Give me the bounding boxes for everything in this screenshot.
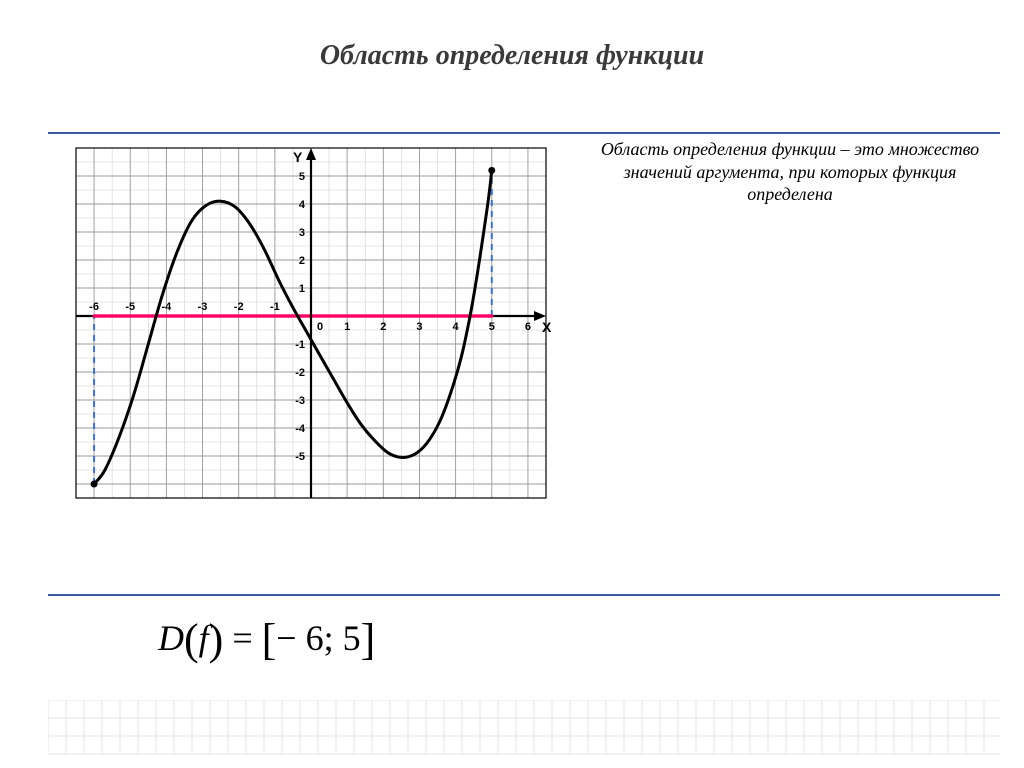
formula-hi: 5 — [343, 618, 361, 658]
svg-text:0: 0 — [317, 321, 323, 333]
formula-rbr: ] — [361, 615, 376, 664]
svg-text:5: 5 — [489, 321, 495, 333]
svg-text:2: 2 — [299, 255, 305, 267]
svg-text:-3: -3 — [198, 301, 208, 313]
svg-text:-3: -3 — [295, 395, 305, 407]
svg-text:1: 1 — [344, 321, 350, 333]
formula-close: ) — [209, 615, 224, 664]
svg-text:X: X — [542, 319, 552, 335]
svg-text:3: 3 — [416, 321, 422, 333]
formula-f: f — [199, 618, 209, 658]
svg-text:-1: -1 — [270, 301, 280, 313]
svg-text:6: 6 — [525, 321, 531, 333]
formula-eq: = — [223, 618, 261, 658]
formula-open: ( — [184, 615, 199, 664]
svg-text:-2: -2 — [295, 367, 305, 379]
svg-text:-4: -4 — [295, 423, 306, 435]
formula-sep: ; — [324, 618, 343, 658]
svg-text:3: 3 — [299, 227, 305, 239]
svg-text:4: 4 — [453, 321, 460, 333]
svg-text:2: 2 — [380, 321, 386, 333]
definition-text: Область определения функции – это множес… — [580, 138, 1000, 206]
svg-text:-5: -5 — [295, 451, 305, 463]
svg-text:4: 4 — [299, 199, 306, 211]
svg-text:-1: -1 — [295, 339, 305, 351]
bottom-faint-grid — [48, 700, 1000, 756]
svg-text:1: 1 — [299, 283, 305, 295]
function-chart: -6 -5 -4 -3 -2 -1 0 1 2 3 4 5 6 -5 -4 -3 -2 -1 1 2 3 4 5 Y X — [58, 138, 558, 508]
domain-formula: D(f) = [− 6; 5] — [158, 610, 375, 661]
svg-text:-4: -4 — [161, 301, 172, 313]
svg-text:-5: -5 — [125, 301, 135, 313]
svg-text:-2: -2 — [234, 301, 244, 313]
formula-D: D — [158, 618, 184, 658]
svg-text:Y: Y — [293, 149, 303, 165]
formula-lo: − 6 — [276, 618, 323, 658]
svg-text:-6: -6 — [89, 301, 99, 313]
svg-text:5: 5 — [299, 171, 305, 183]
page-title: Область определения функции — [0, 40, 1024, 72]
formula-lbr: [ — [262, 615, 277, 664]
chart-svg: -6 -5 -4 -3 -2 -1 0 1 2 3 4 5 6 -5 -4 -3 -2 -1 1 2 3 4 5 Y X — [58, 138, 558, 508]
